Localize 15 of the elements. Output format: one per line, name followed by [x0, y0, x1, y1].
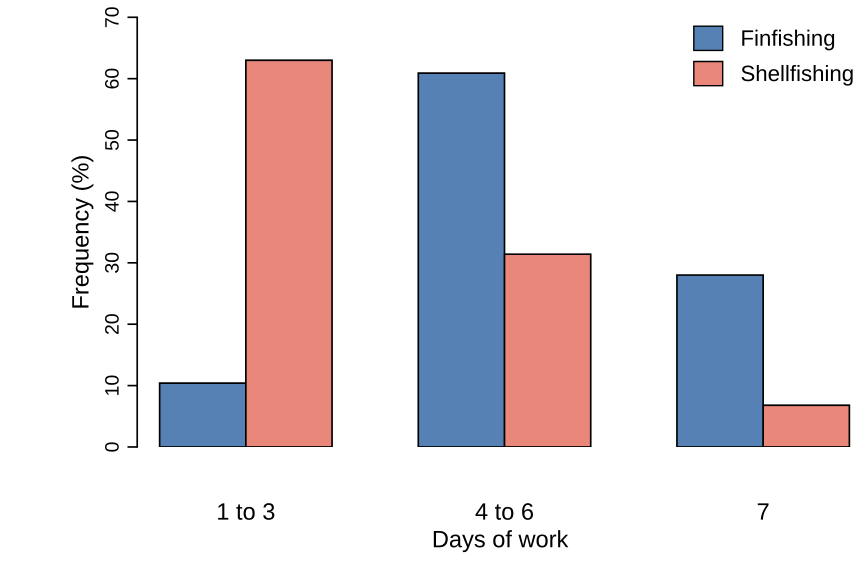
y-tick-label: 70 — [105, 7, 119, 28]
x-axis-title: Days of work — [434, 530, 568, 552]
y-axis-title: Frequency (%) — [71, 156, 94, 308]
legend-label: Shellfishing — [741, 64, 853, 86]
y-tick-label: 60 — [105, 68, 119, 88]
y-tick-label: 40 — [105, 191, 119, 212]
y-tick-label: 10 — [105, 376, 119, 395]
x-tick-label: 1 to 3 — [218, 503, 274, 520]
y-tick-label: 30 — [105, 252, 119, 273]
y-tick-label: 50 — [105, 130, 119, 150]
x-tick-label: 7 — [758, 503, 769, 520]
y-tick-label: 0 — [105, 442, 119, 452]
y-tick-label: 20 — [105, 314, 119, 334]
x-tick-label: 4 to 6 — [476, 503, 534, 520]
legend-label: Finfishing — [742, 30, 834, 50]
